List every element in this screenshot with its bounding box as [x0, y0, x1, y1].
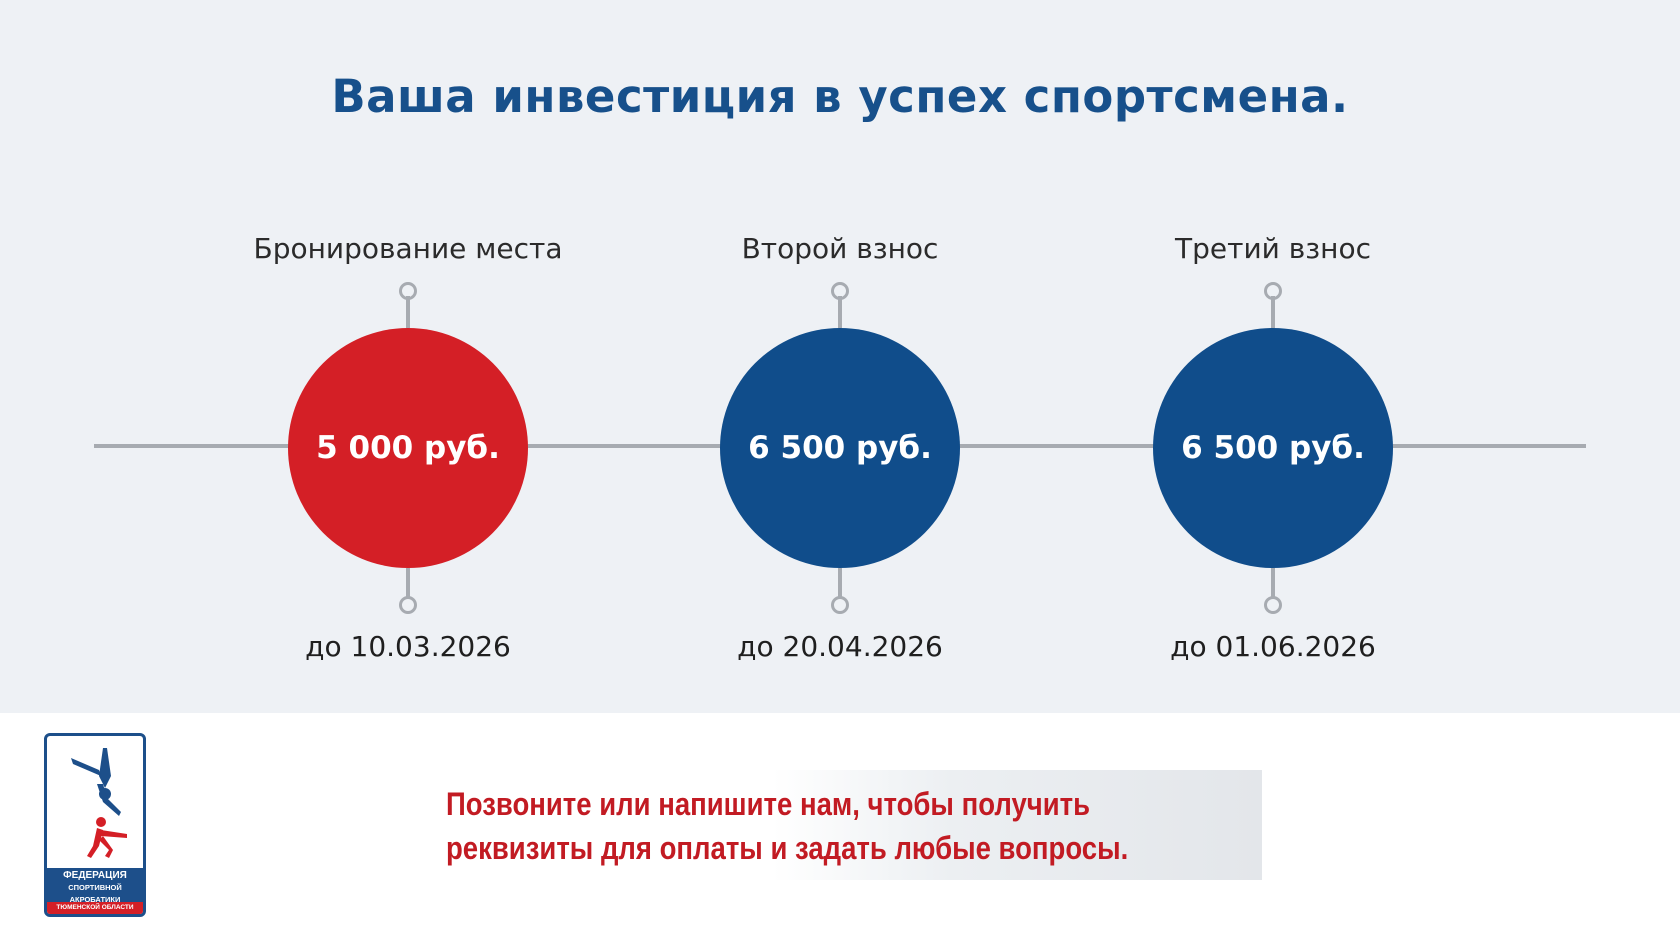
- logo-title: ФЕДЕРАЦИЯ СПОРТИВНОЙ АКРОБАТИКИ: [63, 870, 127, 904]
- step-second-payment: Второй взнос 6 500 руб. до 20.04.2026: [620, 0, 1060, 713]
- step-deadline: до 01.06.2026: [1170, 630, 1376, 663]
- timeline-node-bottom: [1264, 596, 1282, 614]
- timeline-connector-bottom: [406, 568, 410, 600]
- slide-title: Ваша инвестиция в успех спортсмена.: [331, 70, 1349, 123]
- timeline-node-bottom: [399, 596, 417, 614]
- step-deadline: до 20.04.2026: [737, 630, 943, 663]
- step-label: Третий взнос: [1175, 232, 1371, 265]
- step-deadline: до 10.03.2026: [305, 630, 511, 663]
- amount-value: 6 500 руб.: [1181, 430, 1365, 466]
- timeline-connector-bottom: [838, 568, 842, 600]
- timeline-connector-top: [1271, 296, 1275, 328]
- timeline-connector-top: [838, 296, 842, 328]
- contact-text-line-1: Позвоните или напишите нам, чтобы получи…: [446, 786, 1091, 822]
- step-label: Бронирование места: [253, 232, 563, 265]
- amount-value: 6 500 руб.: [748, 430, 932, 466]
- logo-region: ТЮМЕНСКОЙ ОБЛАСТИ: [56, 904, 134, 911]
- timeline-node-bottom: [831, 596, 849, 614]
- timeline-connector-bottom: [1271, 568, 1275, 600]
- contact-callout: Позвоните или напишите нам, чтобы получи…: [446, 770, 1262, 880]
- amount-circle: 6 500 руб.: [720, 328, 960, 568]
- contact-text-line-2: реквизиты для оплаты и задать любые вопр…: [446, 830, 1129, 866]
- amount-circle: 6 500 руб.: [1153, 328, 1393, 568]
- amount-value: 5 000 руб.: [316, 430, 500, 466]
- step-booking: Бронирование места 5 000 руб. до 10.03.2…: [188, 0, 628, 713]
- federation-logo: ФЕДЕРАЦИЯ СПОРТИВНОЙ АКРОБАТИКИ ТЮМЕНСКО…: [44, 733, 146, 917]
- step-third-payment: Третий взнос 6 500 руб. до 01.06.2026: [1053, 0, 1493, 713]
- slide-panel: Ваша инвестиция в успех спортсмена. Брон…: [0, 0, 1680, 713]
- acrobats-icon: [71, 748, 127, 858]
- step-label: Второй взнос: [741, 232, 939, 265]
- timeline-connector-top: [406, 296, 410, 328]
- amount-circle: 5 000 руб.: [288, 328, 528, 568]
